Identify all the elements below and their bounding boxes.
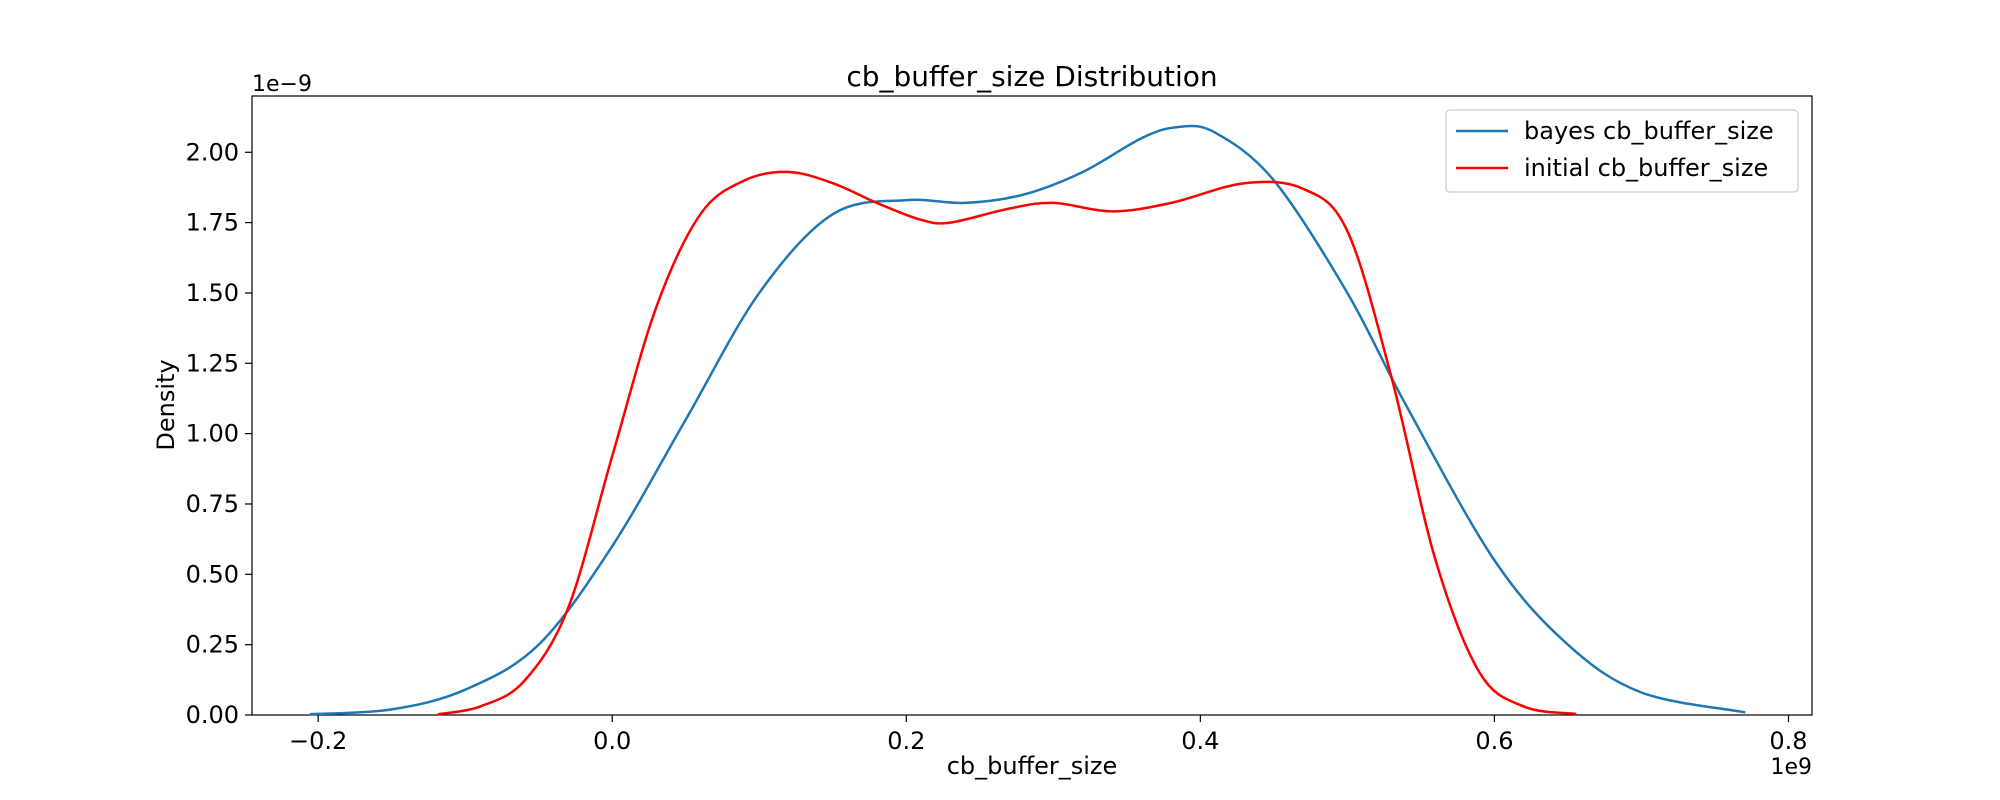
legend-box <box>1445 109 1799 193</box>
x-tick-label: 0.0 <box>593 727 631 755</box>
x-axis: −0.2 0.0 0.2 0.4 0.6 0.8 <box>289 715 1808 755</box>
plot-area <box>251 95 1813 716</box>
x-tick-label: 0.8 <box>1769 727 1807 755</box>
legend: bayes cb_buffer_size initial cb_buffer_s… <box>1445 109 1799 193</box>
series-layer <box>309 124 1746 716</box>
x-axis-label: cb_buffer_size <box>947 752 1118 780</box>
series-line-initial <box>437 170 1577 716</box>
y-tick-label: 1.75 <box>186 209 239 237</box>
y-tick-label: 1.25 <box>186 349 239 377</box>
legend-label-initial: initial cb_buffer_size <box>1524 154 1768 182</box>
series-line-bayes <box>309 124 1746 716</box>
y-tick-label: 1.00 <box>186 420 239 448</box>
x-tick-label: 0.6 <box>1475 727 1513 755</box>
legend-label-bayes: bayes cb_buffer_size <box>1524 117 1774 145</box>
y-tick-label: 1.50 <box>186 279 239 307</box>
x-offset-text: 1e9 <box>1770 755 1812 780</box>
x-tick-label: 0.2 <box>887 727 925 755</box>
y-tick-label: 0.25 <box>186 631 239 659</box>
x-tick-label: 0.4 <box>1181 727 1219 755</box>
chart-title: cb_buffer_size Distribution <box>846 60 1217 93</box>
y-tick-label: 0.75 <box>186 490 239 518</box>
y-offset-text: 1e−9 <box>252 72 312 97</box>
y-tick-label: 0.00 <box>186 701 239 729</box>
plot-frame <box>251 95 1813 716</box>
y-tick-label: 0.50 <box>186 560 239 588</box>
y-axis: 0.00 0.25 0.50 0.75 1.00 1.25 1.50 1.75 2.00 <box>186 138 252 729</box>
x-tick-label: −0.2 <box>289 727 347 755</box>
y-tick-label: 2.00 <box>186 138 239 166</box>
y-axis-label: Density <box>152 359 180 450</box>
